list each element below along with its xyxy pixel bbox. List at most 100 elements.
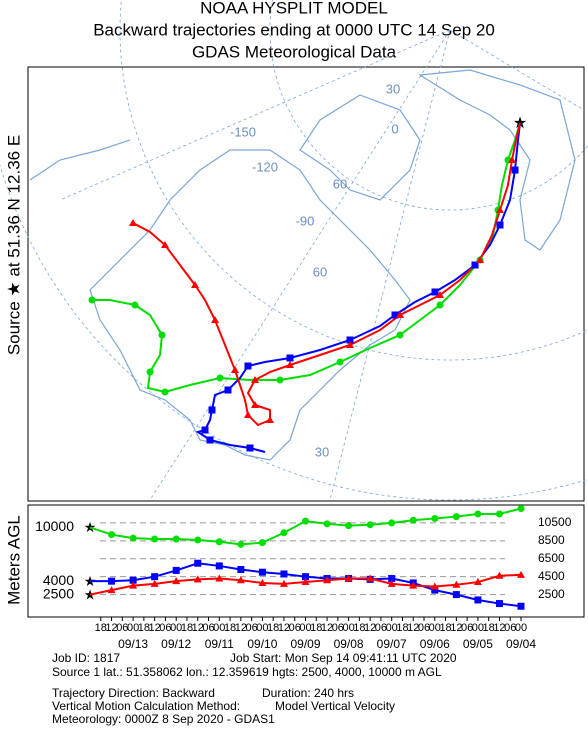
x-hour-label: 06: [116, 622, 128, 634]
height-marker: [172, 566, 180, 574]
map-grid-label: 0: [391, 121, 398, 136]
map-marker: [286, 354, 294, 362]
map-marker: [129, 219, 137, 226]
x-hour-label: 06: [289, 622, 301, 634]
x-hour-label: 18: [267, 622, 279, 634]
height-marker: [366, 574, 375, 582]
y-tick-label: 8500: [538, 533, 565, 547]
map-marker: [286, 361, 294, 368]
map-trajectory: [92, 122, 521, 394]
source-height-label: 10000: [35, 518, 74, 534]
x-hour-label: 06: [461, 622, 473, 634]
coastline: [418, 69, 576, 251]
x-hour-label: 00: [429, 622, 441, 634]
height-marker: [215, 574, 224, 582]
height-marker: [194, 536, 202, 544]
x-date-label: 09/13: [118, 637, 148, 651]
map-marker: [251, 376, 259, 383]
coastline: [29, 139, 131, 181]
map-marker: [244, 411, 252, 418]
x-hour-label: 06: [504, 622, 516, 634]
x-hour-label: 12: [407, 622, 419, 634]
source-info: Source 1 lat.: 51.358062 lon.: 12.359619…: [52, 665, 442, 679]
x-hour-label: 18: [138, 622, 150, 634]
x-date-label: 09/09: [290, 637, 320, 651]
x-hour-label: 12: [278, 622, 290, 634]
map-marker: [231, 366, 239, 373]
lon-line: [59, 29, 451, 201]
map-marker: [276, 376, 284, 384]
x-hour-label: 06: [246, 622, 258, 634]
lon-line: [149, 29, 451, 501]
map-marker: [146, 368, 154, 376]
height-marker: [474, 510, 482, 518]
x-hour-label: 18: [396, 622, 408, 634]
x-hour-label: 06: [202, 622, 214, 634]
x-hour-label: 00: [515, 622, 527, 634]
y-tick-label: 4500: [538, 569, 565, 583]
height-marker: [215, 538, 223, 546]
map-marker: [346, 341, 354, 348]
map-marker: [131, 301, 139, 309]
height-marker: [387, 579, 396, 587]
map-marker: [391, 311, 399, 319]
map-marker: [246, 444, 254, 452]
x-hour-label: 18: [483, 622, 495, 634]
map-grid-label: 30: [315, 444, 329, 459]
height-marker: [517, 602, 525, 610]
height-marker: [473, 578, 482, 586]
height-marker: [151, 573, 159, 581]
y-tick-label: 10500: [538, 515, 572, 529]
height-marker: [151, 535, 159, 543]
x-date-label: 09/06: [420, 637, 450, 651]
map-marker: [496, 206, 504, 213]
map-marker: [211, 316, 219, 323]
x-hour-label: 18: [439, 622, 451, 634]
x-date-label: 09/10: [247, 637, 277, 651]
x-hour-label: 00: [256, 622, 268, 634]
map-marker: [431, 288, 439, 296]
x-hour-label: 06: [375, 622, 387, 634]
height-marker: [237, 540, 245, 548]
height-marker: [388, 519, 396, 527]
x-hour-label: 18: [95, 622, 107, 634]
coastline: [299, 94, 421, 201]
map-marker: [216, 374, 224, 382]
map-marker: [266, 416, 274, 423]
direction: Trajectory Direction: Backward: [52, 686, 215, 700]
height-marker: [172, 577, 181, 585]
map-marker: [161, 388, 169, 396]
map-marker: [476, 256, 484, 263]
height-marker: [107, 586, 116, 594]
height-marker: [409, 581, 418, 589]
x-hour-label: 12: [235, 622, 247, 634]
map-marker: [511, 166, 519, 174]
map-marker: [158, 331, 166, 339]
height-marker: [237, 566, 245, 574]
x-date-label: 09/08: [334, 637, 364, 651]
x-date-label: 09/04: [506, 637, 536, 651]
height-marker: [452, 580, 461, 588]
x-hour-label: 18: [310, 622, 322, 634]
x-hour-label: 18: [224, 622, 236, 634]
lat-circle: [0, 163, 588, 501]
source-height-star: ★: [84, 519, 97, 535]
source-height-label: 4000: [43, 572, 74, 588]
lat-circle: [119, 0, 588, 361]
x-hour-label: 00: [299, 622, 311, 634]
map-grid-label: -90: [296, 213, 315, 228]
height-marker: [409, 516, 417, 524]
height-marker: [388, 574, 396, 582]
x-hour-label: 12: [192, 622, 204, 634]
map-marker: [244, 362, 252, 370]
height-marker: [172, 535, 180, 543]
meteorology: Meteorology: 0000Z 8 Sep 2020 - GDAS1: [52, 712, 275, 726]
map-marker: [336, 358, 344, 366]
map-marker: [191, 281, 199, 288]
duration: Duration: 240 hrs: [262, 686, 354, 700]
x-hour-label: 12: [450, 622, 462, 634]
height-marker: [345, 522, 353, 530]
map-marker: [436, 291, 444, 298]
height-marker: [301, 578, 310, 586]
